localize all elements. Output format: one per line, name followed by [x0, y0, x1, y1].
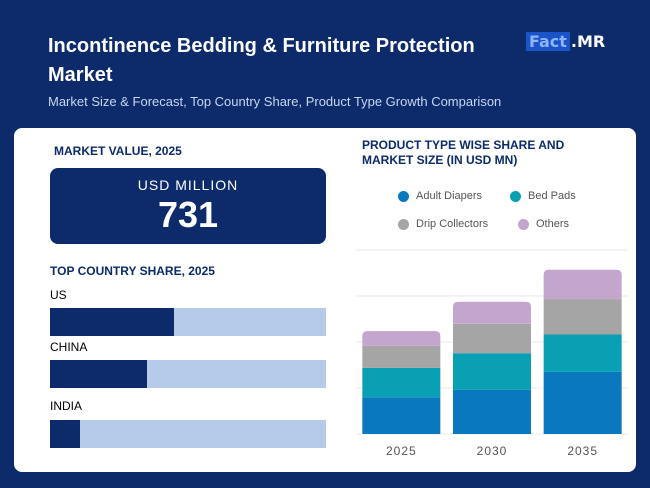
x-tick-label-2035: 2035: [567, 444, 598, 458]
x-tick-label-2030: 2030: [477, 444, 508, 458]
country-label-us: US: [50, 288, 67, 302]
factmr-logo: Fact .MR: [526, 30, 605, 52]
legend-item-adult-diapers: Adult Diapers: [398, 190, 482, 202]
country-bar-fill-us: [50, 308, 175, 336]
legend-item-bed-pads: Bed Pads: [510, 190, 576, 202]
legend-item-others: Others: [518, 218, 569, 230]
country-bar-china: [50, 360, 326, 388]
legend-dot-others: [518, 218, 529, 230]
bar-segment-others-2030: [453, 301, 531, 324]
bar-segment-drip-collectors-2035: [543, 299, 622, 335]
logo-fact: Fact: [526, 31, 570, 51]
x-tick-label-2025: 2025: [386, 444, 417, 458]
country-bar-fill-india: [50, 420, 81, 448]
legend-dot-bed-pads: [510, 190, 521, 202]
bar-segment-others-2035: [543, 269, 622, 300]
bar-segment-bed-pads-2025: [362, 367, 441, 398]
market-value-unit: USD MILLION: [137, 177, 239, 193]
market-value-title: MARKET VALUE, 2025: [54, 144, 182, 158]
country-label-india: INDIA: [50, 399, 83, 413]
legend-dot-drip-collectors: [398, 218, 409, 230]
bar-segment-bed-pads-2030: [453, 353, 531, 390]
country-bar-fill-china: [50, 360, 147, 388]
country-label-china: CHINA: [50, 340, 88, 354]
bar-segment-adult-diapers-2025: [362, 397, 441, 434]
market-value-box: USD MILLION 731: [50, 168, 326, 244]
legend-label-bed-pads: Bed Pads: [528, 190, 576, 202]
legend-label-drip-collectors: Drip Collectors: [416, 218, 489, 230]
legend-item-drip-collectors: Drip Collectors: [398, 218, 488, 230]
legend-label-others: Others: [536, 218, 570, 230]
country-bar-india: [50, 420, 326, 448]
country-bar-us: [50, 308, 326, 336]
page-subtitle: Market Size & Forecast, Top Country Shar…: [48, 94, 502, 109]
bar-segment-others-2025: [362, 331, 441, 346]
product-type-title: PRODUCT TYPE WISE SHARE AND MARKET SIZE …: [362, 138, 565, 167]
country-share-title: TOP COUNTRY SHARE, 2025: [50, 264, 215, 278]
page-title: Incontinence Bedding & Furniture Protect…: [48, 35, 475, 86]
header: Incontinence Bedding & Furniture Protect…: [0, 0, 650, 130]
bar-segment-drip-collectors-2030: [453, 323, 531, 354]
legend-label-adult-diapers: Adult Diapers: [416, 190, 483, 202]
bar-segment-drip-collectors-2025: [362, 345, 441, 368]
bar-segment-bed-pads-2035: [543, 334, 622, 372]
market-value-number: 731: [157, 194, 219, 235]
legend-dot-adult-diapers: [398, 190, 409, 202]
stacked-bar-chart: 2025 2030 2035: [356, 249, 628, 458]
bar-segment-adult-diapers-2030: [453, 389, 531, 434]
bar-segment-adult-diapers-2035: [543, 371, 622, 434]
content-card: MARKET VALUE, 2025 USD MILLION 731 TOP C…: [14, 128, 636, 472]
logo-mr: .MR: [570, 31, 606, 51]
